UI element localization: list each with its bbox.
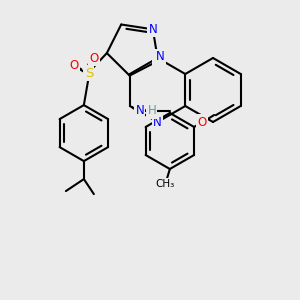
Text: N: N (154, 54, 162, 68)
Text: N: N (148, 23, 157, 36)
Text: N: N (136, 104, 144, 118)
Text: S: S (85, 67, 93, 80)
Text: O: O (89, 52, 98, 64)
Text: O: O (69, 58, 79, 72)
Text: CH₃: CH₃ (155, 179, 175, 189)
Text: N: N (156, 50, 165, 64)
Text: N: N (153, 116, 162, 128)
Text: O: O (197, 116, 207, 128)
Text: H: H (148, 104, 156, 118)
